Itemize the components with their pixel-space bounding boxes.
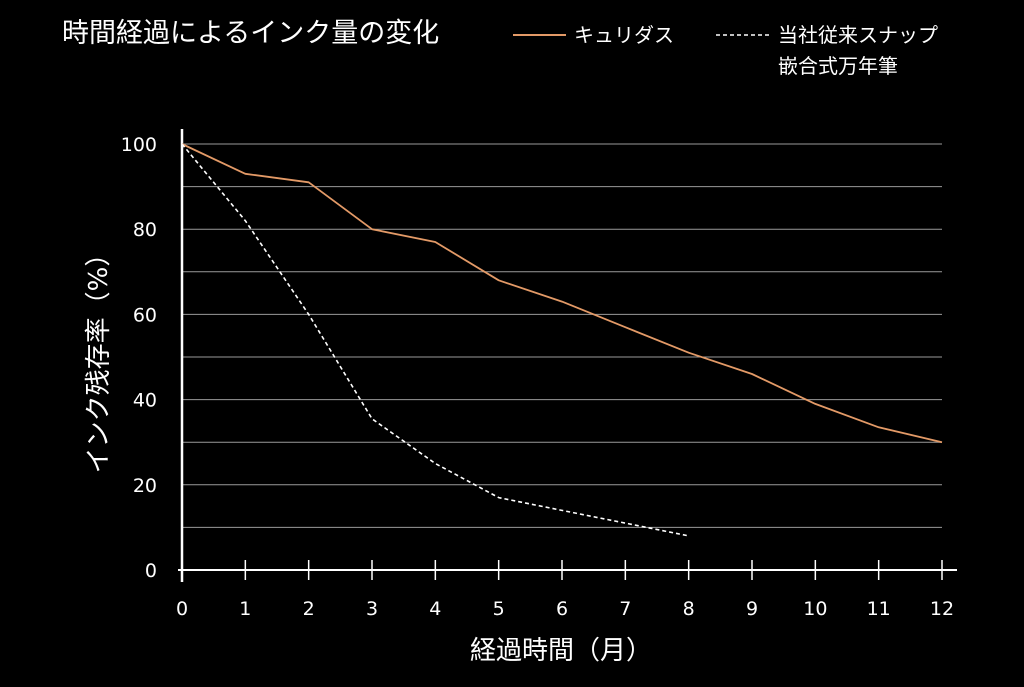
y-tick-label: 100 xyxy=(121,134,157,156)
x-tick-label: 10 xyxy=(803,598,827,620)
grid-lines xyxy=(182,143,942,528)
chart-title: 時間経過によるインク量の変化 xyxy=(62,18,439,49)
axes xyxy=(178,129,957,582)
legend-label-conventional-line1: 当社従来スナップ xyxy=(778,23,938,47)
x-tick-label: 4 xyxy=(429,598,441,620)
x-tick-label: 12 xyxy=(930,598,954,620)
x-tick-label: 0 xyxy=(176,598,188,620)
y-tick-label: 20 xyxy=(133,475,157,497)
legend: キュリダス 当社従来スナップ 嵌合式万年筆 xyxy=(513,23,938,78)
y-tick-label: 0 xyxy=(145,560,157,582)
y-tick-label: 40 xyxy=(133,390,157,412)
x-tick-label: 7 xyxy=(619,598,631,620)
x-tick-label: 2 xyxy=(303,598,315,620)
legend-label-kyuridas: キュリダス xyxy=(574,23,674,47)
series-lines xyxy=(181,143,943,537)
x-tick-label: 8 xyxy=(683,598,695,620)
series-line-conventional xyxy=(181,143,689,537)
legend-label-conventional-line2: 嵌合式万年筆 xyxy=(778,54,898,78)
x-tick-label: 3 xyxy=(366,598,378,620)
x-tick-label: 9 xyxy=(746,598,758,620)
x-axis-label: 経過時間（月） xyxy=(470,636,652,666)
y-tick-label: 60 xyxy=(133,304,157,326)
y-tick-label: 80 xyxy=(133,219,157,241)
x-tick-label: 11 xyxy=(867,598,891,620)
x-tick-label: 6 xyxy=(556,598,568,620)
series-line-kyuridas xyxy=(181,143,943,444)
x-tick-label: 5 xyxy=(493,598,505,620)
x-tick-label: 1 xyxy=(239,598,251,620)
y-axis-label: インク残存率（%） xyxy=(84,241,114,474)
